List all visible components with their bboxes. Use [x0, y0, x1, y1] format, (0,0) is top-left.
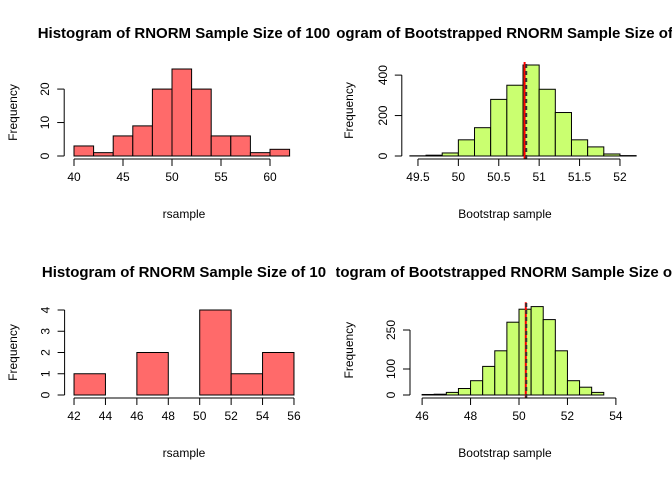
bar [136, 352, 169, 396]
bar [249, 152, 271, 157]
x-tick-label: 46 [415, 409, 429, 423]
bar [474, 127, 492, 157]
bar [230, 135, 251, 157]
x-tick-label: 55 [214, 170, 228, 184]
bar [603, 153, 621, 157]
bar [457, 139, 476, 157]
bar [445, 391, 459, 396]
bar [93, 152, 114, 157]
bar [421, 393, 435, 396]
bar [490, 98, 508, 157]
x-tick-label: 52 [613, 170, 627, 184]
x-tick-label: 60 [263, 170, 277, 184]
bar [73, 145, 95, 157]
y-tick-label: 0 [38, 152, 52, 159]
x-tick-label: 52 [561, 409, 575, 423]
bar [530, 306, 544, 396]
x-tick-label: 44 [99, 409, 113, 423]
x-tick-label: 50 [165, 170, 179, 184]
bar [210, 135, 232, 157]
x-tick-label: 48 [162, 409, 176, 423]
bar [506, 321, 520, 396]
bar [433, 393, 447, 396]
x-tick-label: 50 [512, 409, 526, 423]
bar [199, 309, 232, 396]
chart-title: Histogram of RNORM Sample Size of 100 [38, 25, 331, 42]
x-tick-label: 54 [256, 409, 270, 423]
y-tick-label: 10 [38, 116, 52, 130]
bar [579, 386, 593, 396]
chart-title: Histogram of Bootstrapped RNORM Sample S… [312, 264, 672, 281]
bar [494, 350, 508, 396]
x-tick-label: 51 [532, 170, 546, 184]
chart-title: Histogram of RNORM Sample Size of 10 [42, 264, 326, 281]
y-tick-label: 4 [39, 306, 53, 313]
bar [542, 319, 556, 396]
x-tick-label: 42 [67, 409, 81, 423]
x-axis-label: Bootstrap sample [458, 207, 552, 221]
x-tick-label: 54 [609, 409, 623, 423]
y-tick-label: 400 [376, 65, 390, 85]
bar [73, 373, 106, 396]
bar [269, 148, 291, 157]
x-tick-label: 50 [452, 170, 466, 184]
y-tick-label: 0 [384, 391, 398, 398]
bar [151, 88, 173, 157]
y-tick-label: 100 [384, 359, 398, 379]
x-tick-label: 56 [287, 409, 301, 423]
y-tick-label: 250 [384, 320, 398, 340]
y-axis-label: Frequency [342, 82, 356, 139]
x-tick-label: 50.5 [487, 170, 511, 184]
x-tick-label: 50 [193, 409, 207, 423]
y-tick-label: 1 [39, 370, 53, 377]
bar [591, 391, 605, 396]
y-axis-label: Frequency [6, 84, 20, 141]
x-axis-label: rsample [163, 446, 206, 460]
bar [171, 68, 193, 157]
y-axis-label: Frequency [6, 324, 20, 381]
x-axis-label: Bootstrap sample [458, 446, 552, 460]
x-tick-label: 46 [130, 409, 144, 423]
bar [482, 365, 496, 396]
bar [470, 380, 484, 396]
x-tick-label: 40 [67, 170, 81, 184]
bar [132, 125, 153, 157]
bar [457, 388, 472, 396]
y-tick-label: 0 [39, 391, 53, 398]
y-tick-label: 20 [38, 82, 52, 96]
bar [587, 146, 605, 157]
bar [262, 352, 295, 396]
x-tick-label: 45 [116, 170, 130, 184]
x-tick-label: 52 [224, 409, 238, 423]
y-tick-label: 2 [39, 349, 53, 356]
bar [554, 112, 572, 157]
bar [441, 152, 459, 157]
x-tick-label: 49.5 [406, 170, 430, 184]
y-tick-label: 3 [39, 328, 53, 335]
y-axis-label: Frequency [342, 322, 356, 379]
y-tick-label: 200 [376, 105, 390, 125]
bar [425, 154, 443, 157]
bar [570, 139, 589, 157]
x-tick-label: 51.5 [568, 170, 592, 184]
x-axis-label: rsample [163, 207, 206, 221]
bar [112, 135, 134, 157]
chart-title: Histogram of Bootstrapped RNORM Sample S… [308, 25, 672, 42]
bar [191, 88, 212, 157]
bar [566, 380, 581, 396]
bar [506, 84, 524, 157]
x-tick-label: 48 [464, 409, 478, 423]
bar [230, 373, 264, 396]
bar [554, 350, 568, 396]
y-tick-label: 0 [376, 152, 390, 159]
bar [538, 88, 556, 157]
